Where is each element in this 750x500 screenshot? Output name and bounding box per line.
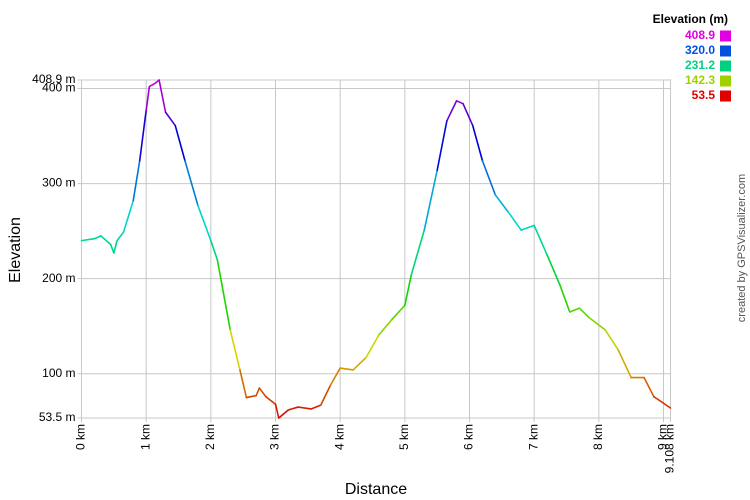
profile-segment: [471, 124, 484, 162]
y-tick-label: 53.5 m: [39, 410, 76, 424]
profile-segment: [297, 406, 312, 410]
y-tick-label: 400 m: [42, 81, 75, 95]
profile-segment: [455, 100, 464, 105]
profile-segment: [158, 79, 167, 114]
profile-segment: [109, 243, 115, 254]
profile-segment: [113, 239, 118, 254]
profile-segment: [391, 304, 406, 321]
profile-segment: [245, 394, 257, 399]
profile-segment: [145, 85, 151, 112]
x-tick-label: 4 km: [332, 424, 346, 450]
profile-segment: [329, 367, 341, 386]
legend-swatch: [720, 45, 731, 57]
profile-segment: [122, 199, 135, 233]
profile-segment: [494, 194, 510, 213]
profile-segment: [80, 237, 96, 242]
profile-segment: [365, 333, 380, 359]
profile-segment: [559, 284, 571, 313]
credit: created by GPSVisualizer.com: [736, 174, 748, 322]
profile-segment: [319, 384, 332, 406]
profile-segment: [568, 307, 581, 313]
profile-segment: [197, 204, 212, 242]
profile-segment: [148, 81, 157, 88]
x-tick-label: 5 km: [397, 424, 411, 450]
profile-segment: [184, 159, 199, 207]
profile-segment: [446, 100, 458, 122]
profile-segment: [578, 307, 590, 319]
profile-segment: [265, 395, 277, 406]
profile-segment: [507, 211, 523, 231]
profile-segment: [310, 404, 322, 410]
x-tick-label: 2 km: [203, 424, 217, 450]
y-tick-label: 200 m: [42, 271, 75, 285]
profile-segment: [277, 409, 290, 419]
profile-segment: [352, 356, 367, 371]
profile-segment: [132, 159, 141, 202]
profile-segment: [404, 274, 413, 307]
x-tick-label: 7 km: [526, 424, 540, 450]
x-tick-label: 0 km: [74, 424, 88, 450]
x-tick-label: 8 km: [591, 424, 605, 450]
profile-segment: [229, 329, 241, 371]
x-tick-label: 6 km: [462, 424, 476, 450]
y-tick-label: 408.9 m: [32, 72, 75, 86]
legend-swatch: [720, 90, 731, 102]
legend-swatch: [720, 60, 731, 72]
profile-segment: [643, 376, 655, 398]
profile-segment: [653, 395, 672, 409]
profile-segment: [210, 239, 219, 261]
profile-segment: [378, 318, 393, 336]
profile-segment: [462, 102, 474, 127]
profile-segment: [423, 169, 438, 231]
profile-segment: [533, 224, 548, 256]
legend-swatch: [720, 75, 731, 87]
profile-segment: [546, 254, 561, 287]
profile-segment: [258, 387, 267, 398]
x-tick-label: 9.108 km: [663, 424, 677, 473]
profile-segment: [116, 231, 125, 242]
legend-label: 408.9: [685, 28, 715, 42]
y-tick-label: 300 m: [42, 176, 75, 190]
profile-segment: [239, 369, 248, 399]
legend-label: 142.3: [685, 73, 715, 87]
profile-segment: [339, 367, 354, 371]
x-tick-label: 9 km: [656, 424, 670, 450]
profile-segment: [255, 387, 261, 397]
profile-segment: [481, 159, 497, 196]
y-tick-label: 100 m: [42, 366, 75, 380]
legend-swatch: [720, 30, 731, 42]
legend-label: 231.2: [685, 58, 715, 72]
profile-segment: [216, 258, 232, 331]
profile-segment: [287, 406, 299, 411]
y-axis-title: Elevation: [7, 217, 24, 283]
profile-segment: [174, 124, 186, 162]
plot-area: [81, 79, 671, 419]
profile-segment: [520, 224, 535, 231]
profile-segment: [138, 109, 147, 162]
x-tick-label: 1 km: [138, 424, 152, 450]
profile-segment: [604, 329, 620, 351]
x-axis-title: Distance: [345, 481, 407, 498]
profile-segment: [164, 111, 177, 127]
profile-segment: [410, 229, 426, 276]
profile-segment: [617, 349, 632, 379]
x-tick-label: 3 km: [268, 424, 282, 450]
profile-segment: [588, 316, 607, 331]
profile-segment: [100, 235, 112, 246]
legend-title: Elevation (m): [653, 12, 728, 26]
profile-segment: [93, 235, 102, 240]
profile-segment: [436, 119, 448, 172]
legend-label: 320.0: [685, 43, 715, 57]
profile-segment: [274, 403, 280, 419]
legend-label: 53.5: [692, 88, 716, 102]
